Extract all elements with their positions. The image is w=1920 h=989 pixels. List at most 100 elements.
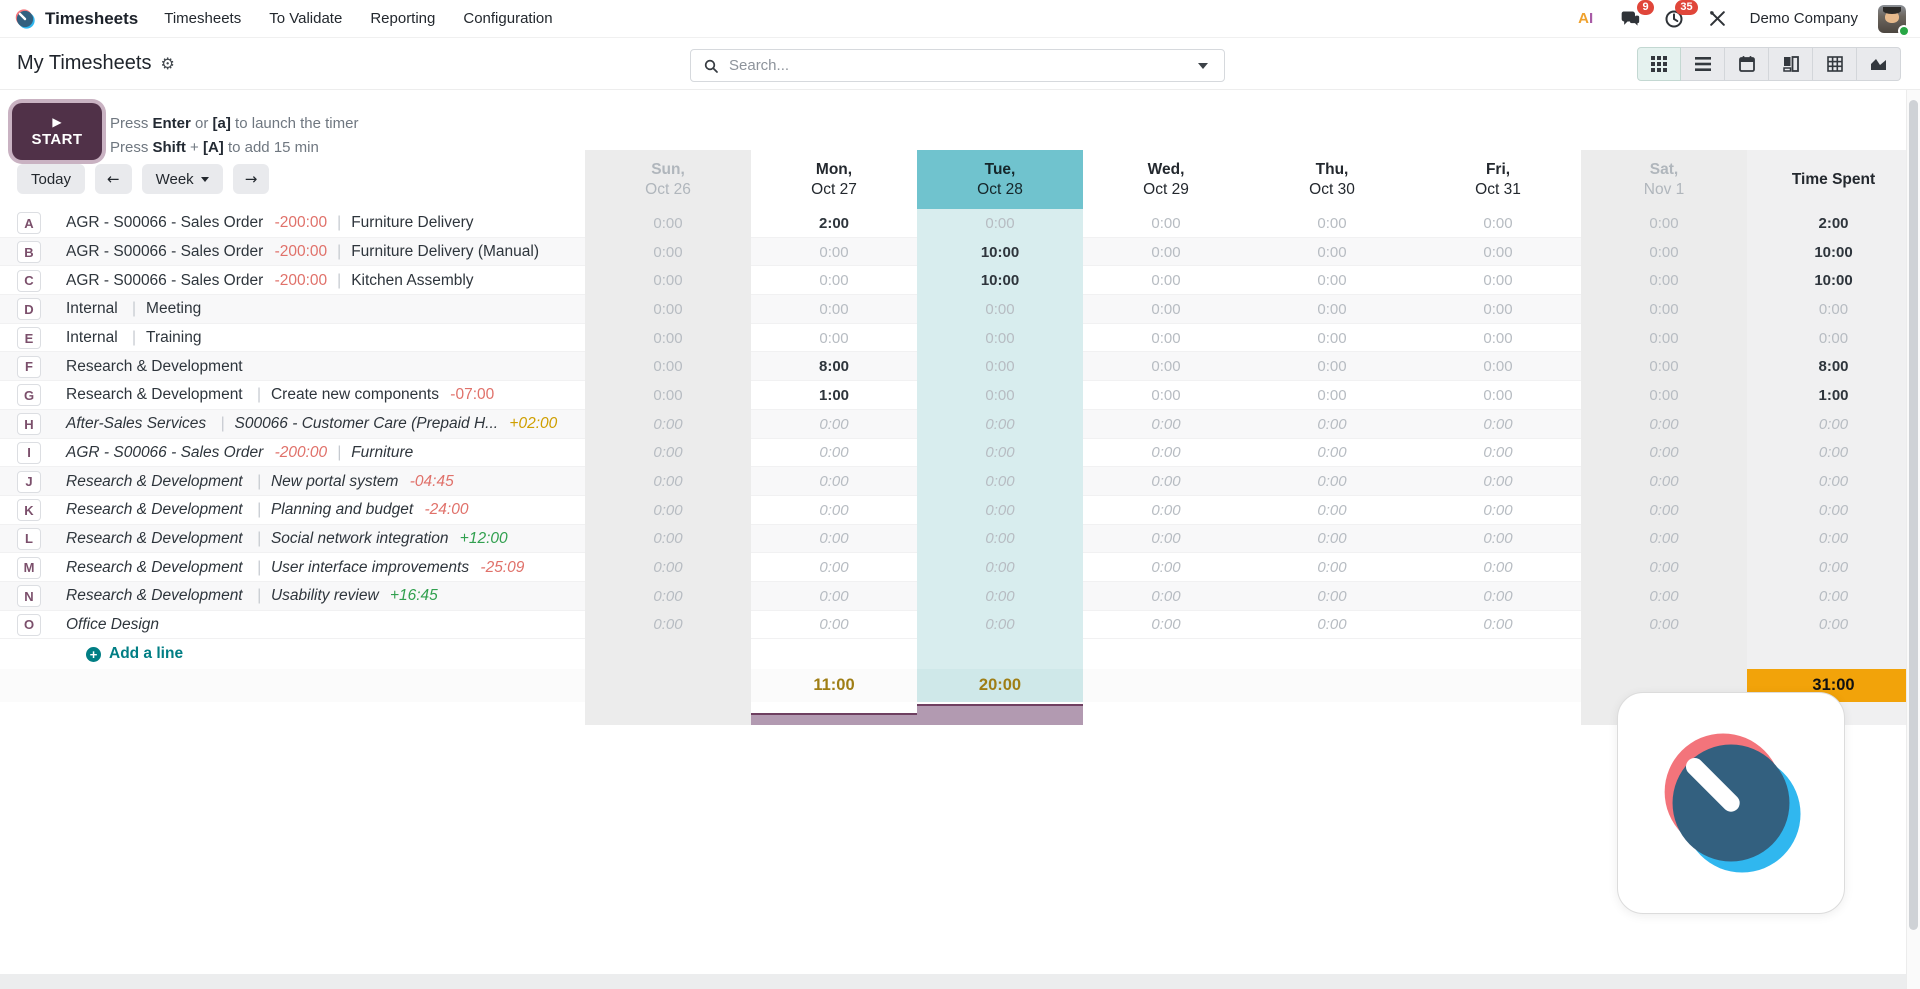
- grid-cell[interactable]: 0:00: [819, 616, 849, 634]
- grid-cell[interactable]: 0:00: [1581, 323, 1747, 353]
- grid-cell[interactable]: 0:00: [1483, 358, 1513, 376]
- grid-cell[interactable]: 0:00: [585, 209, 751, 238]
- activities-clock-icon[interactable]: 35: [1662, 0, 1698, 31]
- grid-cell[interactable]: 0:00: [1483, 530, 1513, 548]
- grid-cell[interactable]: 0:00: [819, 444, 849, 462]
- grid-cell[interactable]: 0:00: [1581, 209, 1747, 238]
- grid-cell[interactable]: 1:00: [818, 386, 850, 404]
- grid-cell[interactable]: 0:00: [1151, 444, 1181, 462]
- grid-cell[interactable]: 0:00: [819, 501, 849, 519]
- grid-cell[interactable]: 0:00: [1317, 272, 1347, 290]
- grid-cell[interactable]: 0:00: [917, 381, 1083, 410]
- grid-cell[interactable]: 0:00: [1483, 329, 1513, 347]
- grid-cell[interactable]: 0:00: [917, 495, 1083, 525]
- grid-cell[interactable]: 0:00: [1581, 524, 1747, 554]
- grid-cell[interactable]: 0:00: [1317, 243, 1347, 261]
- search-input[interactable]: [729, 57, 1190, 74]
- grid-cell[interactable]: 0:00: [1483, 501, 1513, 519]
- grid-cell[interactable]: 0:00: [1151, 300, 1181, 318]
- nav-item-timesheets[interactable]: Timesheets: [164, 10, 242, 27]
- view-grid-button[interactable]: [1637, 47, 1681, 81]
- grid-cell[interactable]: 0:00: [585, 581, 751, 611]
- prev-week-button[interactable]: ←: [95, 164, 132, 194]
- grid-cell[interactable]: 0:00: [1581, 610, 1747, 640]
- grid-cell[interactable]: 0:00: [1151, 616, 1181, 634]
- grid-cell[interactable]: 0:00: [1317, 214, 1347, 232]
- grid-cell[interactable]: 0:00: [1151, 559, 1181, 577]
- view-list-button[interactable]: [1681, 47, 1725, 81]
- grid-cell[interactable]: 0:00: [1151, 415, 1181, 433]
- company-switcher[interactable]: Demo Company: [1749, 10, 1858, 27]
- grid-cell[interactable]: 0:00: [1317, 473, 1347, 491]
- grid-cell[interactable]: 0:00: [1317, 415, 1347, 433]
- grid-cell[interactable]: 0:00: [585, 266, 751, 296]
- grid-cell[interactable]: 0:00: [1581, 581, 1747, 611]
- grid-cell[interactable]: 0:00: [917, 438, 1083, 468]
- app-brand[interactable]: Timesheets: [14, 8, 138, 30]
- grid-cell[interactable]: 0:00: [1151, 501, 1181, 519]
- add-a-line-button[interactable]: + Add a line: [0, 639, 585, 669]
- grid-cell[interactable]: 0:00: [1151, 530, 1181, 548]
- grid-cell[interactable]: 0:00: [917, 553, 1083, 582]
- tools-icon[interactable]: [1706, 7, 1730, 31]
- grid-cell[interactable]: 0:00: [1483, 300, 1513, 318]
- grid-cell[interactable]: 0:00: [1581, 381, 1747, 410]
- grid-cell[interactable]: 0:00: [1581, 295, 1747, 324]
- grid-cell[interactable]: 0:00: [1581, 266, 1747, 296]
- ai-icon[interactable]: AI: [1578, 10, 1594, 27]
- user-avatar[interactable]: [1878, 4, 1910, 37]
- grid-cell[interactable]: 0:00: [917, 323, 1083, 353]
- grid-cell[interactable]: 0:00: [1483, 415, 1513, 433]
- view-calendar-button[interactable]: [1725, 47, 1769, 81]
- grid-cell[interactable]: 0:00: [585, 610, 751, 640]
- grid-cell[interactable]: 0:00: [585, 438, 751, 468]
- grid-cell[interactable]: 0:00: [819, 587, 849, 605]
- grid-cell[interactable]: 0:00: [585, 409, 751, 439]
- grid-cell[interactable]: 0:00: [819, 530, 849, 548]
- today-button[interactable]: Today: [17, 164, 86, 194]
- grid-cell[interactable]: 0:00: [1151, 243, 1181, 261]
- grid-cell[interactable]: 0:00: [1581, 438, 1747, 468]
- grid-cell[interactable]: 0:00: [1151, 272, 1181, 290]
- grid-cell[interactable]: 0:00: [1151, 473, 1181, 491]
- grid-cell[interactable]: 0:00: [819, 272, 849, 290]
- nav-item-to-validate[interactable]: To Validate: [269, 10, 343, 27]
- view-pivot-button[interactable]: [1813, 47, 1857, 81]
- grid-cell[interactable]: 0:00: [1317, 358, 1347, 376]
- grid-cell[interactable]: 0:00: [917, 524, 1083, 554]
- grid-cell[interactable]: 0:00: [917, 467, 1083, 496]
- grid-cell[interactable]: 0:00: [1483, 587, 1513, 605]
- grid-cell[interactable]: 0:00: [1317, 530, 1347, 548]
- grid-cell[interactable]: 0:00: [585, 352, 751, 382]
- grid-cell[interactable]: 0:00: [1151, 214, 1181, 232]
- grid-cell[interactable]: 0:00: [1581, 553, 1747, 582]
- grid-cell[interactable]: 0:00: [917, 610, 1083, 640]
- view-graph-button[interactable]: [1857, 47, 1901, 81]
- grid-cell[interactable]: 0:00: [585, 553, 751, 582]
- grid-cell[interactable]: 0:00: [1151, 329, 1181, 347]
- grid-cell[interactable]: 0:00: [917, 295, 1083, 324]
- grid-cell[interactable]: 0:00: [819, 329, 849, 347]
- grid-cell[interactable]: 0:00: [917, 209, 1083, 238]
- grid-cell[interactable]: 0:00: [1317, 444, 1347, 462]
- grid-cell[interactable]: 0:00: [1317, 616, 1347, 634]
- start-timer-button[interactable]: ▶ START: [12, 103, 102, 160]
- nav-item-configuration[interactable]: Configuration: [463, 10, 553, 27]
- grid-cell[interactable]: 10:00: [917, 266, 1083, 296]
- grid-cell[interactable]: 0:00: [1483, 214, 1513, 232]
- nav-item-reporting[interactable]: Reporting: [370, 10, 436, 27]
- grid-cell[interactable]: 2:00: [818, 214, 850, 232]
- grid-cell[interactable]: 0:00: [1483, 386, 1513, 404]
- grid-cell[interactable]: 0:00: [1483, 559, 1513, 577]
- grid-cell[interactable]: 0:00: [917, 581, 1083, 611]
- grid-cell[interactable]: 0:00: [1483, 473, 1513, 491]
- grid-cell[interactable]: 8:00: [818, 358, 850, 376]
- grid-cell[interactable]: 0:00: [819, 243, 849, 261]
- grid-cell[interactable]: 0:00: [1581, 237, 1747, 267]
- range-selector-button[interactable]: Week: [141, 164, 223, 194]
- grid-cell[interactable]: 10:00: [917, 237, 1083, 267]
- grid-cell[interactable]: 0:00: [1581, 467, 1747, 496]
- scrollbar-thumb[interactable]: [1909, 100, 1918, 930]
- grid-cell[interactable]: 0:00: [1483, 243, 1513, 261]
- next-week-button[interactable]: →: [232, 164, 270, 194]
